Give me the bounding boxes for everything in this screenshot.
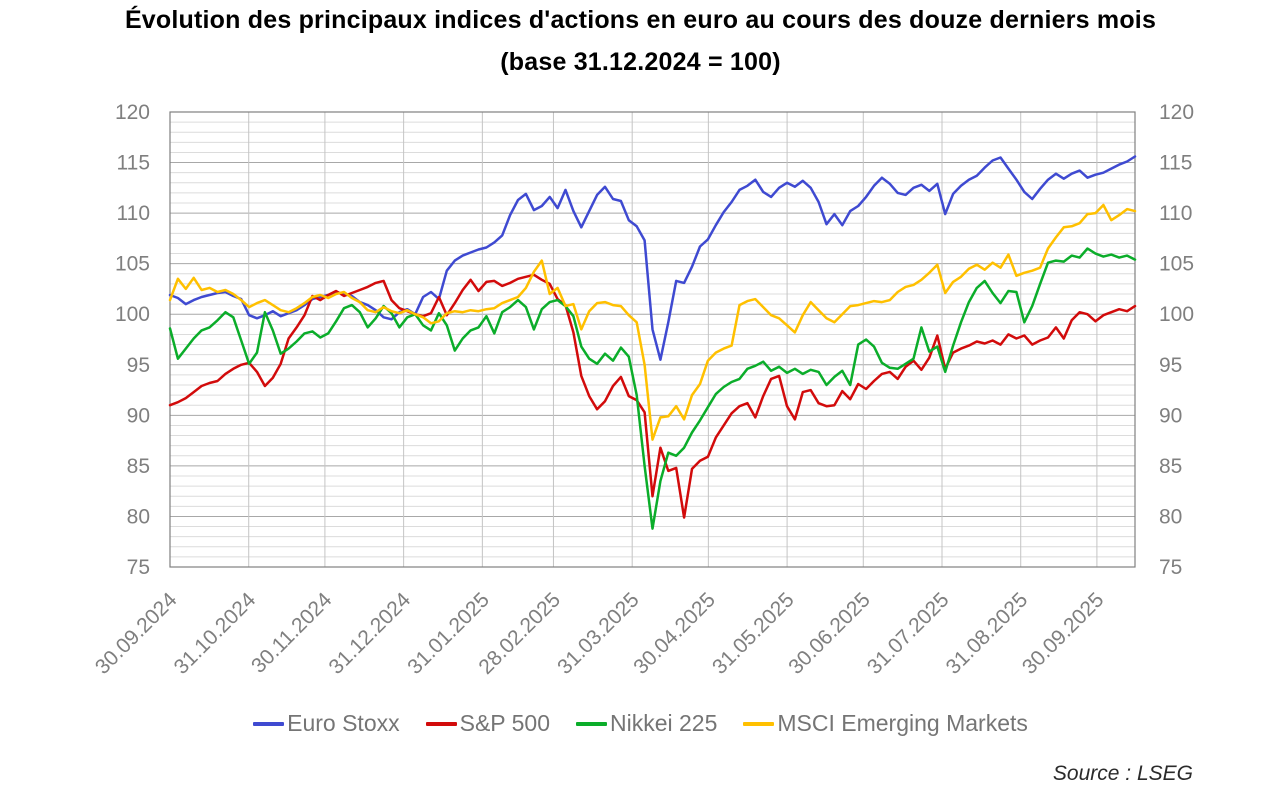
x-axis-label: 31.08.2025 [942,588,1033,679]
x-axis-label: 30.09.2024 [91,588,182,679]
x-axis-label: 30.04.2025 [629,588,720,679]
y-axis-label-left: 110 [117,202,150,225]
source-note: Source : LSEG [1052,762,1193,785]
legend-label-msci-emerging-markets: MSCI Emerging Markets [777,710,1028,736]
series-line-msci-emerging-markets [168,203,1137,441]
x-axis-label: 31.07.2025 [863,588,954,679]
y-axis-label-right: 95 [1159,354,1182,377]
y-axis-label-left: 115 [117,152,150,175]
legend-item-sp-500: S&P 500 [425,710,550,737]
y-axis-label-right: 85 [1159,455,1182,478]
y-axis-label-left: 90 [127,404,150,427]
legend: Euro Stoxx S&P 500 Nikkei 225 MSCI Emerg… [0,710,1281,737]
y-axis-label-left: 105 [115,253,150,276]
y-axis-label-right: 80 [1159,505,1182,528]
x-axis-label: 31.03.2025 [553,588,644,679]
y-axis-label-left: 85 [127,455,150,478]
legend-label-sp-500: S&P 500 [459,710,550,736]
y-axis-label-right: 120 [1159,101,1194,124]
series-line-nikkei-225 [168,247,1137,530]
y-axis-label-right: 115 [1159,152,1192,175]
series-line-euro-stoxx [168,155,1137,361]
legend-marker-euro-stoxx [253,721,285,726]
y-axis-label-right: 75 [1159,556,1182,579]
y-axis-label-right: 100 [1159,303,1194,326]
y-axis-label-left: 75 [127,556,150,579]
chart-subtitle: (base 31.12.2024 = 100) [500,48,781,76]
x-axis-label: 30.09.2025 [1018,588,1109,679]
series-line-s-p-500 [168,273,1137,519]
x-axis-label: 31.10.2024 [170,588,261,679]
y-axis-label-left: 120 [115,101,150,124]
y-axis-label-right: 110 [1159,202,1192,225]
x-axis-label: 31.12.2024 [325,588,416,679]
x-axis-label: 31.05.2025 [708,588,799,679]
chart-title-block: Évolution des principaux indices d'actio… [0,8,1281,75]
legend-label-euro-stoxx: Euro Stoxx [287,710,400,736]
y-axis-label-left: 100 [115,303,150,326]
x-axis-label: 30.06.2025 [784,588,875,679]
y-axis-label-right: 105 [1159,253,1194,276]
x-axis-label: 30.11.2024 [247,588,337,678]
y-axis-label-left: 80 [127,505,150,528]
legend-marker-msci-emerging-markets [743,721,775,726]
legend-item-euro-stoxx: Euro Stoxx [253,710,400,737]
legend-item-nikkei-225: Nikkei 225 [575,710,718,737]
plot-frame [169,111,1136,568]
chart-title: Évolution des principaux indices d'actio… [124,6,1157,34]
legend-item-msci-emerging-markets: MSCI Emerging Markets [743,710,1028,737]
legend-label-nikkei-225: Nikkei 225 [609,710,718,736]
y-axis-label-right: 90 [1159,404,1182,427]
y-axis-label-left: 95 [127,354,150,377]
legend-marker-sp-500 [425,721,457,726]
legend-marker-nikkei-225 [575,721,607,726]
